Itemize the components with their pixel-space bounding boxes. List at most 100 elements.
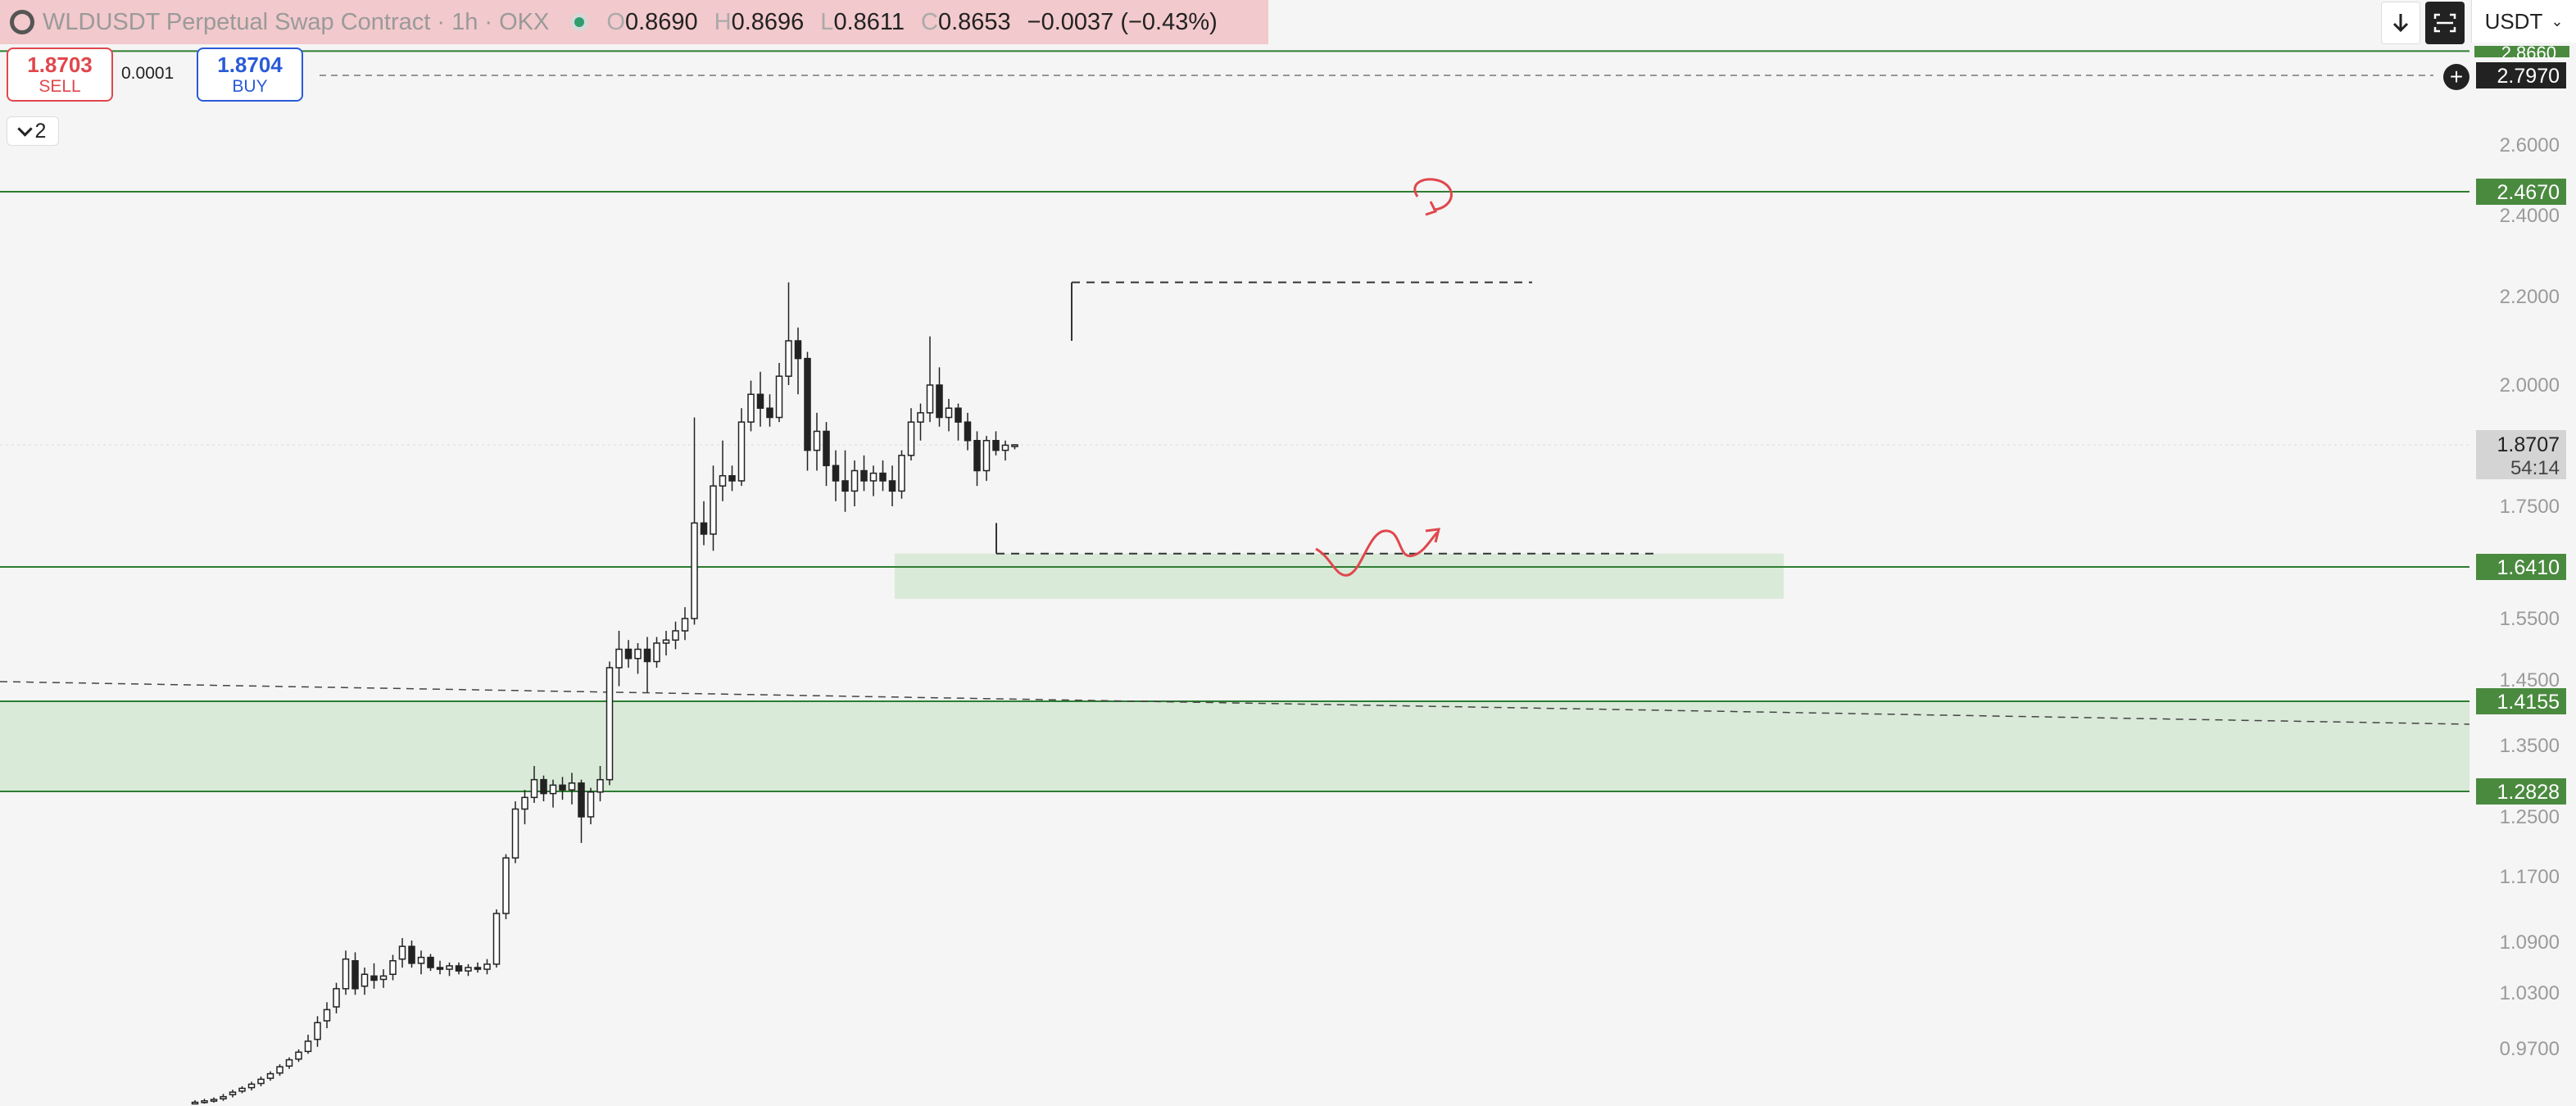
candle [351, 952, 359, 995]
download-button[interactable] [2381, 2, 2420, 44]
candle-body-up [691, 522, 698, 619]
candle-body-down [888, 480, 896, 492]
candle-body-down [427, 956, 434, 968]
price-label-text: 2.4670 [2497, 181, 2560, 204]
candle-body-up [813, 430, 821, 451]
candle-body-down [823, 430, 830, 467]
candle [417, 950, 425, 975]
candle-body-up [304, 1040, 312, 1053]
candle [662, 631, 670, 655]
candle-body-up [314, 1022, 321, 1040]
demand-zone-upper [895, 553, 1784, 599]
candle-body-up [295, 1051, 302, 1060]
candle [229, 1090, 237, 1098]
price-label-box [2476, 554, 2566, 580]
y-tick-label: 1.5500 [2500, 608, 2560, 630]
candle-body-down [841, 480, 849, 492]
candle-body-down [643, 648, 651, 663]
candle [465, 963, 472, 977]
candle [578, 779, 585, 843]
candle-body-down [540, 778, 547, 795]
screenshot-icon [2433, 13, 2456, 33]
loop-arrow-head [1425, 201, 1438, 216]
y-tick-label: 1.4500 [2500, 669, 2560, 691]
candle-body-up [333, 988, 340, 1008]
wave-arrow-head [1425, 528, 1440, 543]
candle-body-up [634, 648, 642, 660]
candle-body-up [266, 1072, 274, 1079]
wave-path-annotation [1315, 529, 1439, 577]
market-status-icon [570, 13, 589, 31]
candle-body-up [446, 965, 453, 970]
candle [832, 450, 840, 501]
price-label-box [2476, 688, 2566, 714]
candle-body-up [1011, 444, 1018, 447]
candle-body-up [229, 1091, 237, 1095]
top-partial-price-text: 2.8660 [2501, 43, 2556, 63]
candle-body-up [907, 421, 915, 456]
candle [728, 465, 736, 492]
price-label-box [2476, 778, 2566, 805]
candle [483, 959, 491, 975]
candle-body-up [483, 963, 491, 970]
change-value: −0.0037 (−0.43%) [1027, 8, 1218, 35]
low-value: 0.8611 [833, 8, 905, 35]
candle-body-up [549, 784, 557, 795]
candle [794, 327, 802, 395]
candle [502, 854, 510, 919]
candle-body-up [596, 778, 604, 793]
candle [841, 450, 849, 512]
currency-select[interactable]: USDT ⌄ [2471, 0, 2576, 43]
candle [869, 465, 878, 496]
candle [314, 1016, 321, 1047]
indicators-toggle-button[interactable]: 2 [7, 116, 59, 146]
candle-body-down [408, 945, 415, 964]
high-value: 0.8696 [731, 8, 805, 35]
candle [973, 431, 981, 487]
candle [333, 982, 340, 1013]
add-alert-button[interactable]: + [2443, 64, 2469, 90]
candle [813, 412, 821, 471]
candle [992, 431, 1000, 456]
candle [898, 450, 905, 499]
price-label-text: 1.4155 [2497, 691, 2560, 714]
sell-button[interactable]: 1.8703 SELL [7, 48, 113, 102]
current-price-box [2476, 430, 2566, 479]
current-price-text: 1.8707 [2497, 433, 2560, 456]
screenshot-button[interactable] [2425, 2, 2465, 44]
candle [907, 408, 915, 461]
candle-body-down [624, 648, 633, 660]
buy-button[interactable]: 1.8704 BUY [197, 48, 303, 102]
candle-body-up [285, 1058, 293, 1067]
candle [850, 460, 859, 506]
candle-body-up [898, 455, 905, 492]
candle [624, 640, 633, 668]
candle-body-up [775, 375, 783, 419]
candle-body-down [370, 975, 378, 981]
candle-body-up [719, 474, 727, 487]
candle [323, 1002, 331, 1029]
symbol-title[interactable]: WLDUSDT Perpetual Swap Contract · 1h · O… [43, 8, 550, 35]
candle [559, 777, 566, 800]
candle-body-up [747, 393, 755, 423]
candle [587, 787, 595, 825]
buy-price: 1.8704 [217, 52, 283, 78]
candle [964, 412, 972, 451]
candle [700, 501, 708, 546]
candle [389, 954, 397, 981]
candle [408, 941, 415, 968]
candle [775, 363, 783, 423]
candle-body-up [568, 782, 576, 791]
candle [549, 779, 557, 808]
candle-body-down [804, 357, 811, 451]
candle-body-up [785, 340, 792, 377]
candle [266, 1071, 274, 1081]
y-tick-label: 1.3500 [2500, 735, 2560, 757]
close-value: 0.8653 [937, 8, 1011, 35]
candle [342, 950, 350, 995]
candle [653, 637, 660, 668]
candle-body-up [201, 1100, 208, 1104]
candle-body-down [766, 407, 773, 419]
